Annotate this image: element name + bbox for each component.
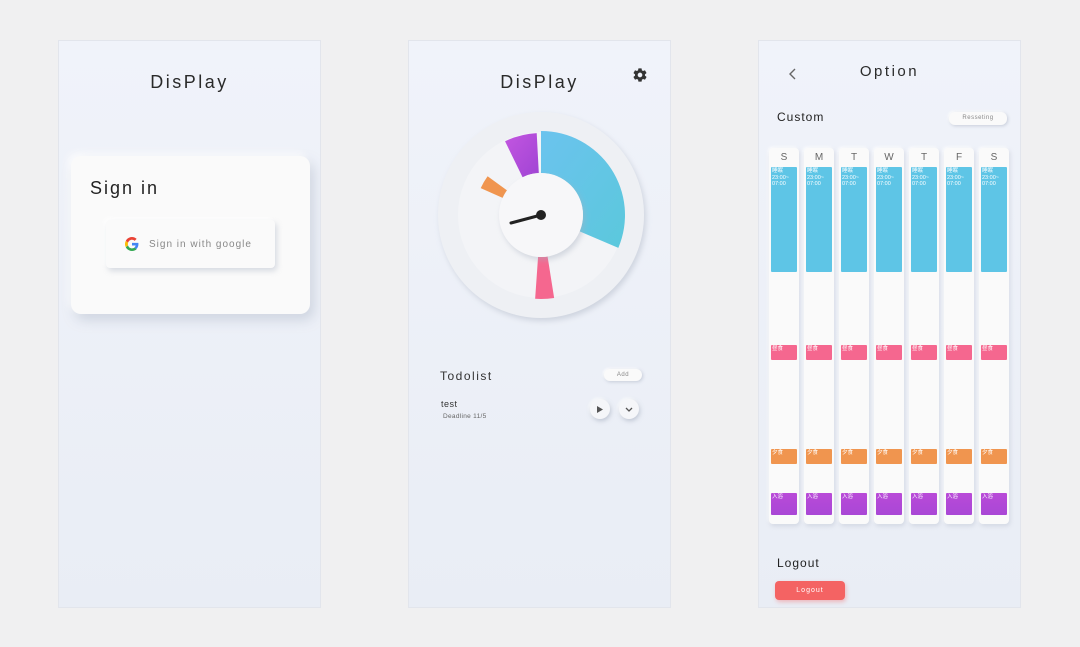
schedule-dial bbox=[437, 111, 645, 319]
day-column[interactable]: S 睡眠 23:00~ 07:00 昼食 夕食 入浴 bbox=[979, 148, 1009, 524]
weekly-schedule: S 睡眠 23:00~ 07:00 昼食 夕食 入浴 M 睡眠 23:00~ 07:… bbox=[769, 148, 1009, 524]
sleep-label: 睡眠 bbox=[807, 168, 819, 174]
dial-segment-dinner bbox=[480, 176, 508, 198]
play-icon bbox=[597, 405, 603, 413]
signin-card: Sign in Sign in with google bbox=[71, 156, 310, 314]
sleep-label: 睡眠 bbox=[982, 168, 994, 174]
dial-hub bbox=[536, 210, 546, 220]
reset-button[interactable]: Resseting bbox=[949, 112, 1007, 125]
dinner-block[interactable]: 夕食 bbox=[806, 449, 832, 464]
day-column[interactable]: F 睡眠 23:00~ 07:00 昼食 夕食 入浴 bbox=[944, 148, 974, 524]
sleep-time: 23:00~ 07:00 bbox=[947, 174, 964, 188]
chevron-down-icon bbox=[625, 407, 633, 412]
option-screen: Option Custom Resseting S 睡眠 23:00~ 07:00… bbox=[758, 40, 1021, 608]
dial-segment-sleep bbox=[541, 131, 625, 248]
sleep-block[interactable]: 睡眠 23:00~ 07:00 bbox=[946, 167, 972, 272]
dinner-block[interactable]: 夕食 bbox=[876, 449, 902, 464]
app-title: DisPlay bbox=[150, 72, 229, 92]
day-column[interactable]: S 睡眠 23:00~ 07:00 昼食 夕食 入浴 bbox=[769, 148, 799, 524]
sleep-block[interactable]: 睡眠 23:00~ 07:00 bbox=[771, 167, 797, 272]
day-letter: T bbox=[920, 152, 928, 163]
sleep-time: 23:00~ 07:00 bbox=[807, 174, 824, 188]
lunch-block[interactable]: 昼食 bbox=[771, 345, 797, 360]
day-column[interactable]: T 睡眠 23:00~ 07:00 昼食 夕食 入浴 bbox=[909, 148, 939, 524]
sleep-block[interactable]: 睡眠 23:00~ 07:00 bbox=[876, 167, 902, 272]
sleep-label: 睡眠 bbox=[772, 168, 784, 174]
bath-block[interactable]: 入浴 bbox=[841, 493, 867, 515]
lunch-block[interactable]: 昼食 bbox=[876, 345, 902, 360]
play-button[interactable] bbox=[590, 399, 610, 419]
app-title: DisPlay bbox=[500, 72, 579, 92]
bath-block[interactable]: 入浴 bbox=[911, 493, 937, 515]
sleep-label: 睡眠 bbox=[842, 168, 854, 174]
signin-screen: DisPlay Sign in Sign in with google bbox=[58, 40, 321, 608]
sleep-time: 23:00~ 07:00 bbox=[877, 174, 894, 188]
page-title: Option bbox=[859, 63, 920, 80]
bath-block[interactable]: 入浴 bbox=[876, 493, 902, 515]
lunch-block[interactable]: 昼食 bbox=[841, 345, 867, 360]
lunch-block[interactable]: 昼食 bbox=[911, 345, 937, 360]
custom-section-label: Custom bbox=[777, 110, 825, 124]
home-screen: DisPlay bbox=[408, 40, 671, 608]
sleep-time: 23:00~ 07:00 bbox=[982, 174, 999, 188]
bath-block[interactable]: 入浴 bbox=[806, 493, 832, 515]
dinner-block[interactable]: 夕食 bbox=[771, 449, 797, 464]
logout-button[interactable]: Logout bbox=[775, 581, 845, 600]
add-todo-button[interactable]: Add bbox=[604, 369, 642, 381]
day-letter: T bbox=[850, 152, 858, 163]
sleep-block[interactable]: 睡眠 23:00~ 07:00 bbox=[911, 167, 937, 272]
dinner-block[interactable]: 夕食 bbox=[911, 449, 937, 464]
sleep-block[interactable]: 睡眠 23:00~ 07:00 bbox=[981, 167, 1007, 272]
logout-section-label: Logout bbox=[777, 556, 820, 570]
day-letter: M bbox=[814, 152, 824, 163]
bath-block[interactable]: 入浴 bbox=[946, 493, 972, 515]
google-signin-button[interactable]: Sign in with google bbox=[106, 220, 275, 268]
day-letter: S bbox=[780, 152, 788, 163]
day-column[interactable]: W 睡眠 23:00~ 07:00 昼食 夕食 入浴 bbox=[874, 148, 904, 524]
dial-segment-bath bbox=[505, 133, 539, 178]
lunch-block[interactable]: 昼食 bbox=[981, 345, 1007, 360]
todo-item-deadline: Deadline 11/5 bbox=[443, 413, 487, 420]
dial-hand bbox=[509, 213, 543, 225]
day-letter: F bbox=[955, 152, 963, 163]
gear-icon[interactable] bbox=[632, 67, 648, 83]
dinner-block[interactable]: 夕食 bbox=[981, 449, 1007, 464]
dinner-block[interactable]: 夕食 bbox=[946, 449, 972, 464]
sleep-label: 睡眠 bbox=[877, 168, 889, 174]
signin-heading: Sign in bbox=[90, 178, 160, 198]
bath-block[interactable]: 入浴 bbox=[771, 493, 797, 515]
day-letter: W bbox=[884, 152, 894, 163]
bath-block[interactable]: 入浴 bbox=[981, 493, 1007, 515]
sleep-label: 睡眠 bbox=[947, 168, 959, 174]
sleep-block[interactable]: 睡眠 23:00~ 07:00 bbox=[841, 167, 867, 272]
complete-button[interactable] bbox=[619, 399, 639, 419]
day-column[interactable]: T 睡眠 23:00~ 07:00 昼食 夕食 入浴 bbox=[839, 148, 869, 524]
sleep-time: 23:00~ 07:00 bbox=[842, 174, 859, 188]
chevron-left-icon[interactable] bbox=[788, 66, 798, 82]
lunch-block[interactable]: 昼食 bbox=[946, 345, 972, 360]
todo-item-name: test bbox=[441, 399, 458, 409]
sleep-label: 睡眠 bbox=[912, 168, 924, 174]
day-letter: S bbox=[990, 152, 998, 163]
lunch-block[interactable]: 昼食 bbox=[806, 345, 832, 360]
dinner-block[interactable]: 夕食 bbox=[841, 449, 867, 464]
sleep-block[interactable]: 睡眠 23:00~ 07:00 bbox=[806, 167, 832, 272]
day-column[interactable]: M 睡眠 23:00~ 07:00 昼食 夕食 入浴 bbox=[804, 148, 834, 524]
dial-segment-lunch bbox=[535, 256, 555, 299]
sleep-time: 23:00~ 07:00 bbox=[912, 174, 929, 188]
todolist-title: Todolist bbox=[440, 369, 493, 383]
google-icon bbox=[125, 237, 139, 251]
google-button-label: Sign in with google bbox=[149, 238, 252, 250]
sleep-time: 23:00~ 07:00 bbox=[772, 174, 789, 188]
